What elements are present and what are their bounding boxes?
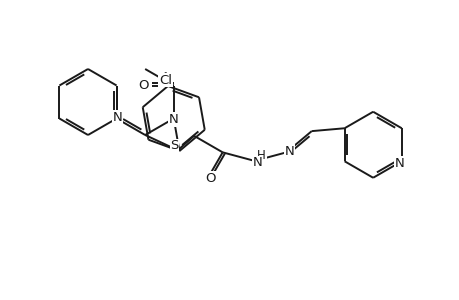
Text: S: S [170, 139, 179, 152]
Text: O: O [138, 79, 149, 92]
Text: N: N [394, 157, 404, 170]
Text: Cl: Cl [159, 74, 172, 87]
Text: H: H [257, 149, 265, 162]
Text: N: N [284, 145, 294, 158]
Text: N: N [112, 111, 122, 124]
Text: N: N [168, 113, 178, 126]
Text: N: N [252, 156, 262, 170]
Text: O: O [205, 172, 215, 185]
